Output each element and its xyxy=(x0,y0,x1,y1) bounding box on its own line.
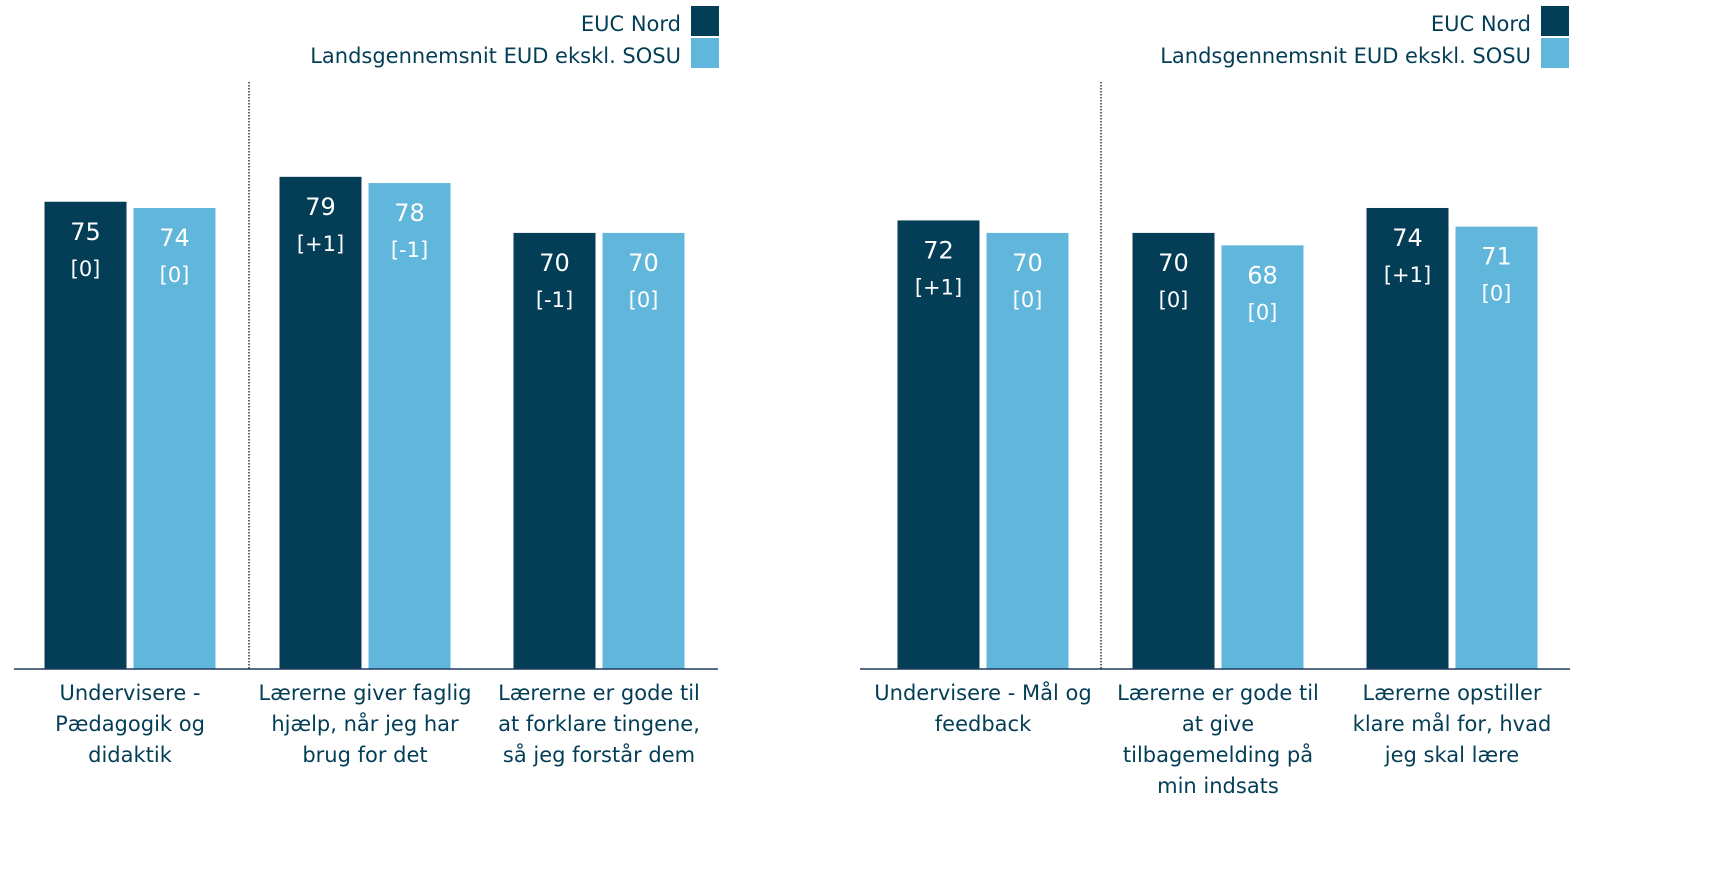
bar-euc-nord-3 xyxy=(1366,207,1449,670)
category-label-1: Undervisere - Mål og feedback xyxy=(874,680,1091,736)
data-label-change: [0] xyxy=(1159,288,1189,312)
category-label-line: klare mål for, hvad xyxy=(1353,711,1552,736)
legend-swatch-1 xyxy=(691,6,719,36)
category-label-line: hjælp, når jeg har xyxy=(271,711,459,736)
data-label-value: 74 xyxy=(1392,224,1423,252)
data-label-value: 72 xyxy=(923,236,954,264)
data-label-change: [0] xyxy=(1248,300,1278,324)
data-label-value: 74 xyxy=(159,224,190,252)
category-label-line: min indsats xyxy=(1157,774,1279,798)
data-label-change: [+1] xyxy=(297,232,344,256)
data-label-change: [0] xyxy=(629,288,659,312)
legend-swatch-2 xyxy=(1541,38,1569,68)
data-label-change: [0] xyxy=(1482,282,1512,306)
bar-landsgennemsnit-1 xyxy=(986,232,1069,669)
data-label-change: [0] xyxy=(160,263,190,287)
category-label-2: Lærerne giver faglig hjælp, når jeg har br… xyxy=(259,681,472,767)
data-label-change: [0] xyxy=(1013,288,1043,312)
data-label-change: [+1] xyxy=(915,275,962,299)
category-label-line: Undervisere - xyxy=(59,681,200,705)
bar-euc-nord-1 xyxy=(44,201,127,669)
data-label-change: [-1] xyxy=(391,238,428,262)
category-label-line: jeg skal lære xyxy=(1384,743,1519,767)
category-label-line: at give xyxy=(1182,712,1254,736)
data-label-value: 70 xyxy=(1012,249,1043,277)
category-label-line: didaktik xyxy=(88,743,173,767)
data-label-value: 68 xyxy=(1247,261,1278,289)
data-label-value: 75 xyxy=(70,218,101,246)
data-label-change: [+1] xyxy=(1384,263,1431,287)
legend-swatch-2 xyxy=(691,38,719,68)
category-label-line: tilbagemelding på xyxy=(1123,742,1313,767)
legend-label-2: Landsgennemsnit EUD ekskl. SOSU xyxy=(1160,44,1531,68)
category-label-line: feedback xyxy=(935,712,1032,736)
category-label-3: Lærerne er gode til at forklare tingene, s… xyxy=(498,681,700,767)
bar-euc-nord-2 xyxy=(279,176,362,669)
bar-landsgennemsnit-1 xyxy=(133,207,216,670)
bar-landsgennemsnit-2 xyxy=(1221,245,1304,670)
category-label-line: brug for det xyxy=(302,743,427,767)
bar-euc-nord-3 xyxy=(513,232,596,669)
category-label-line: Lærerne giver faglig xyxy=(259,681,472,705)
legend-label-2: Landsgennemsnit EUD ekskl. SOSU xyxy=(310,44,681,68)
chart-panel-2: EUC Nord Landsgennemsnit EUD ekskl. SOSU 7… xyxy=(860,6,1570,798)
bar-euc-nord-1 xyxy=(897,220,980,669)
category-label-3: Lærerne opstiller klare mål for, hvad jeg … xyxy=(1353,681,1552,767)
category-label-1: Undervisere - Pædagogik og didaktik xyxy=(55,681,205,767)
category-label-line: Lærerne opstiller xyxy=(1363,681,1542,705)
data-label-value: 71 xyxy=(1481,243,1512,271)
category-label-line: Pædagogik og xyxy=(55,712,205,736)
category-label-line: Undervisere - Mål og xyxy=(874,680,1091,705)
category-label-2: Lærerne er gode til at give tilbagemelding… xyxy=(1117,681,1319,798)
bar-landsgennemsnit-3 xyxy=(602,232,685,669)
bar-landsgennemsnit-2 xyxy=(368,183,451,669)
category-label-line: Lærerne er gode til xyxy=(1117,681,1319,705)
data-label-change: [-1] xyxy=(536,288,573,312)
chart-panel-1: EUC Nord Landsgennemsnit EUD ekskl. SOSU 7… xyxy=(14,6,719,767)
bar-euc-nord-2 xyxy=(1132,232,1215,669)
data-label-value: 70 xyxy=(539,249,570,277)
data-label-value: 70 xyxy=(1158,249,1189,277)
legend-label-1: EUC Nord xyxy=(1431,12,1531,36)
category-label-line: så jeg forstår dem xyxy=(503,742,695,767)
legend-label-1: EUC Nord xyxy=(581,12,681,36)
bar-landsgennemsnit-3 xyxy=(1455,226,1538,670)
legend-swatch-1 xyxy=(1541,6,1569,36)
category-label-line: Lærerne er gode til xyxy=(498,681,700,705)
data-label-change: [0] xyxy=(71,257,101,281)
data-label-value: 79 xyxy=(305,193,336,221)
category-label-line: at forklare tingene, xyxy=(498,712,700,736)
data-label-value: 70 xyxy=(628,249,659,277)
data-label-value: 78 xyxy=(394,199,425,227)
